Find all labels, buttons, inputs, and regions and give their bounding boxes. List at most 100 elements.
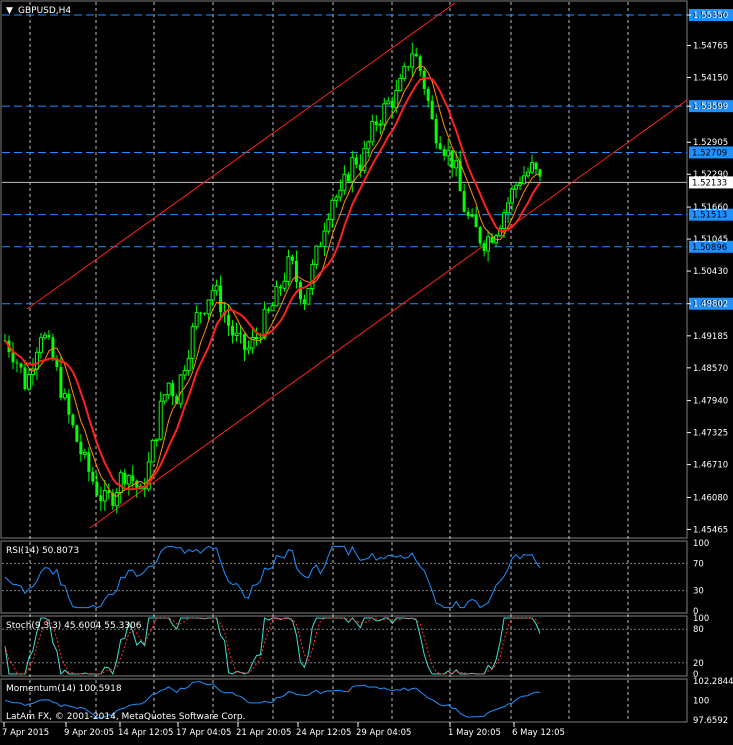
candle-body-up [126, 474, 131, 485]
candle-body-up [502, 212, 507, 230]
candle-body-up [326, 218, 331, 232]
candle-body-down [171, 383, 175, 397]
candle-body-up [330, 199, 335, 220]
level-price-label: 1.50896 [692, 243, 727, 253]
candle-body-down [346, 174, 350, 182]
candle-body-up [234, 332, 239, 337]
candle-body-up [522, 175, 527, 185]
candle-body-up [102, 490, 107, 502]
candle-body-up [166, 382, 171, 396]
candle-body-up [286, 256, 291, 282]
channel-upper-line[interactable] [26, 2, 456, 310]
candle-body-down [67, 393, 71, 415]
candle-body-down [538, 169, 542, 177]
time-axis-label: 21 Apr 20:05 [236, 728, 291, 738]
candle-body-up [526, 171, 531, 177]
momentum-axis-label: 100 [693, 696, 709, 706]
candle-body-up [250, 336, 255, 349]
candle-body-up [82, 451, 87, 455]
time-axis: 7 Apr 2015 9 Apr 20:05 14 Apr 12:05 17 Apr … [2, 722, 565, 738]
candle-body-down [430, 100, 434, 120]
candle-body-up [514, 184, 519, 190]
copyright-text: LatAm FX, © 2001-2014, MetaQuotes Softwa… [6, 712, 245, 722]
time-axis-label: 14 Apr 12:05 [118, 728, 173, 738]
candle-body-down [123, 472, 127, 485]
channel-lower-line[interactable] [89, 99, 688, 529]
candle-body-up [162, 394, 167, 402]
candle-body-up [410, 53, 415, 68]
candle-body-up [178, 374, 183, 405]
candle-body-up [386, 100, 391, 105]
time-axis-label: 1 May 20:05 [448, 728, 501, 738]
candle-body-up [342, 173, 347, 191]
level-price-label: 1.52709 [692, 148, 727, 158]
momentum-line [4, 681, 540, 719]
candle-body-down [47, 335, 51, 338]
candle-body-up [34, 351, 39, 370]
horizontal-levels[interactable]: 1.55350 1.53599 1.52709 1.51513 1.50896 1.498… [2, 9, 733, 310]
price-tick-label: 1.54765 [693, 41, 728, 51]
rsi-axis-label: 70 [693, 559, 704, 569]
time-axis-label: 9 Apr 20:05 [64, 728, 114, 738]
price-tick-label: 1.53599 [693, 102, 728, 112]
candle-body-up [150, 439, 155, 463]
price-tick-label: 1.54150 [693, 73, 728, 83]
rsi-label: RSI(14) 50.8073 [6, 546, 79, 556]
price-tick-label: 1.45465 [693, 525, 728, 535]
candlesticks [3, 42, 542, 514]
candle-body-up [114, 492, 119, 507]
current-price-box [689, 176, 733, 189]
candle-body-down [478, 227, 482, 244]
price-tick-label: 1.46710 [693, 461, 728, 471]
candle-body-down [231, 325, 235, 336]
candle-body-up [506, 202, 511, 214]
candle-body-up [190, 326, 195, 359]
price-tick-label: 1.50430 [693, 267, 728, 277]
candle-body-up [518, 183, 523, 186]
candle-body-up [366, 141, 371, 150]
candle-body-up [350, 157, 355, 182]
candle-body-down [111, 492, 115, 506]
level-price-box [689, 297, 733, 310]
stoch-axis-label: 0 [693, 670, 698, 680]
momentum-axis-label: 102.2844 [693, 677, 733, 687]
rsi-axis-label: 0 [693, 607, 698, 617]
trend-channel[interactable] [26, 2, 688, 529]
candle-body-up [26, 373, 31, 390]
candle-body-up [214, 285, 219, 292]
candle-body-up [486, 236, 491, 252]
candle-body-down [534, 162, 538, 170]
candle-body-down [59, 367, 63, 398]
candle-body-down [462, 191, 466, 212]
candle-body-down [15, 362, 19, 364]
candle-body-down [290, 256, 294, 261]
level-price-label: 1.51513 [692, 211, 727, 221]
momentum-label: Momentum(14) 100.5918 [6, 684, 122, 694]
symbol-label: GBPUSD,H4 [18, 6, 71, 16]
candle-body-down [450, 150, 454, 168]
candle-body-up [378, 123, 383, 126]
candle-body-up [334, 196, 339, 201]
candle-body-up [370, 120, 375, 143]
candle-body-down [466, 211, 470, 216]
candle-body-down [442, 149, 446, 156]
candle-body-up [510, 188, 515, 204]
candle-body-down [302, 299, 306, 305]
candle-body-down [414, 53, 418, 57]
time-axis-label: 7 Apr 2015 [2, 728, 49, 738]
candle-body-up [118, 472, 123, 494]
candle-body-down [19, 363, 23, 368]
candle-body-up [402, 65, 407, 80]
candle-body-down [55, 359, 59, 368]
candle-body-down [318, 246, 322, 248]
candle-body-down [23, 367, 27, 390]
candle-body-down [107, 490, 111, 493]
candle-body-down [239, 333, 243, 335]
candle-body-down [135, 480, 139, 489]
level-price-box [689, 9, 733, 22]
candle-body-down [278, 286, 282, 289]
chart-menu-arrow-icon[interactable]: ▼ [6, 6, 13, 16]
